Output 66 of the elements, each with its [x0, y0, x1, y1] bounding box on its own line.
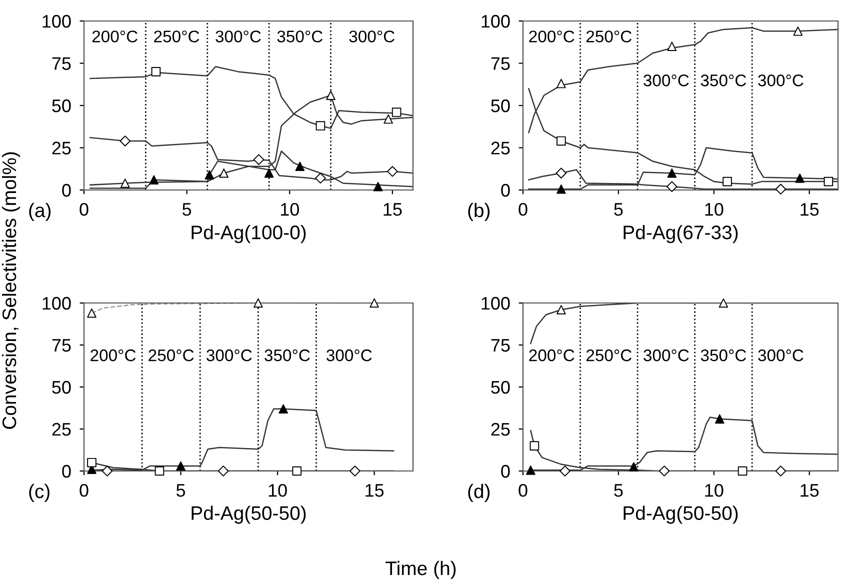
annotation: 200°C [529, 349, 574, 362]
y-tick-label: 0 [62, 464, 71, 478]
x-tick-label: 5 [614, 484, 623, 497]
annotation: 300°C [758, 74, 804, 86]
y-tick-label: 25 [52, 422, 71, 436]
y-tick-label: 0 [501, 184, 510, 197]
annotation: 300°C [644, 349, 689, 362]
y-tick-label: 50 [491, 380, 510, 394]
y-tick-label: 50 [52, 99, 71, 112]
x-tick-label: 0 [80, 484, 88, 497]
x-tick-label: 0 [518, 202, 528, 216]
annotation: 200°C [529, 30, 574, 42]
x-tick-label: 10 [705, 484, 724, 497]
annotation: 250°C [154, 30, 200, 42]
annotation: 350°C [277, 30, 323, 42]
y-tick-label: 0 [62, 184, 71, 197]
annotation: 300°C [349, 30, 394, 42]
x-tick-label: 15 [800, 484, 819, 497]
annotation: 300°C [644, 74, 689, 86]
annotation: 350°C [700, 74, 746, 86]
annotation: 350°C [264, 349, 310, 362]
x-tick-label: 15 [366, 484, 384, 497]
text: (d) [468, 484, 490, 502]
x-tick-label: 10 [280, 202, 299, 216]
text: Pd-Ag(100-0) [192, 225, 306, 244]
annotation: 250°C [148, 349, 194, 362]
text: (b) [468, 202, 490, 222]
annotation: 250°C [586, 30, 632, 42]
y-tick-label: 75 [491, 339, 510, 352]
annotation: 300°C [206, 349, 252, 362]
y-tick-label: 25 [52, 142, 71, 154]
x-tick-label: 10 [268, 484, 287, 497]
x-tick-label: 5 [614, 203, 623, 216]
text: Pd-Ag(50-50) [192, 506, 306, 524]
annotation: 250°C [586, 349, 632, 362]
y-tick-label: 100 [482, 296, 510, 310]
x-tick-label: 15 [800, 203, 819, 216]
y-tick-label: 100 [42, 296, 71, 310]
text: (c) [29, 484, 50, 502]
y-tick-label: 25 [491, 422, 510, 436]
text: (a) [29, 202, 51, 222]
y-tick-label: 50 [52, 380, 71, 394]
x-tick-label: 5 [176, 484, 186, 497]
y-tick-label: 25 [491, 142, 510, 154]
annotation: 300°C [758, 349, 804, 362]
annotation: 300°C [216, 30, 261, 42]
x-tick-label: 0 [518, 484, 528, 497]
annotation: 200°C [92, 30, 138, 42]
x-axis-title: Time (h) [386, 560, 456, 580]
y-tick-label: 75 [491, 57, 510, 70]
y-tick-label: 75 [52, 339, 71, 352]
x-tick-label: 15 [384, 203, 402, 216]
y-tick-label: 75 [52, 57, 71, 70]
text: Pd-Ag(50-50) [624, 506, 738, 524]
annotation: 300°C [326, 349, 372, 362]
x-tick-label: 0 [80, 202, 88, 216]
annotation: 200°C [90, 349, 136, 362]
x-tick-label: 10 [705, 202, 724, 216]
text: Pd-Ag(67-33) [624, 225, 738, 244]
y-tick-label: 0 [501, 464, 510, 478]
annotation: 350°C [700, 349, 746, 362]
y-axis-title: Conversion, Selectivities (mol%) [2, 152, 20, 429]
x-tick-label: 5 [182, 203, 192, 216]
y-tick-label: 50 [491, 99, 510, 112]
y-tick-label: 100 [42, 14, 71, 28]
y-tick-label: 100 [482, 14, 510, 28]
